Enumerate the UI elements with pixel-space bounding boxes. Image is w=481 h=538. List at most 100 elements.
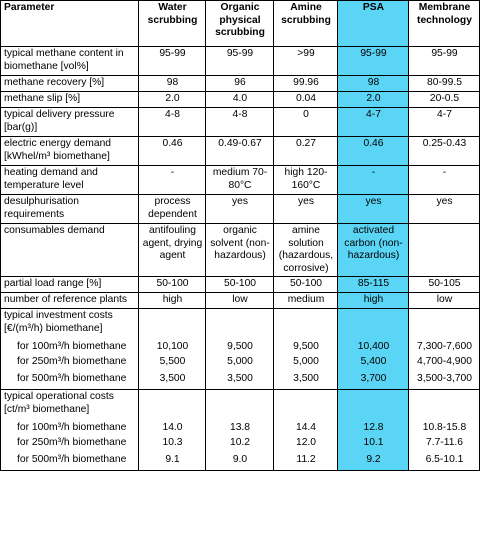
row-label: typical methane content in biomethane [v… [0,46,139,76]
row-label: electric energy demand [kWhel/m³ biometh… [0,136,139,166]
cell-water: high [138,292,206,309]
cell-water: 98 [138,75,206,92]
row-label: for 500m³/h biomethane [0,453,139,471]
cell-organic: 50-100 [205,276,274,293]
cell-psa: 9.2 [337,453,409,471]
cell-membrane: low [408,292,480,309]
row-electric-energy-demand: electric energy demand [kWhel/m³ biometh… [0,136,480,166]
section-label: typical investment costs [€/(m³/h) biome… [0,308,139,337]
row-label: for 250m³/h biomethane [0,436,139,453]
row-methane-slip: methane slip [%] 2.0 4.0 0.04 2.0 20-0.5 [0,91,480,108]
cell-psa: - [337,165,409,195]
cell-organic: 3,500 [205,372,274,390]
cell-water: 2.0 [138,91,206,108]
cell-membrane: 95-99 [408,46,480,76]
row-operational-100: for 100m³/h biomethane 14.0 13.8 14.4 12… [0,418,480,436]
cell-psa: 98 [337,75,409,92]
cell-organic: low [205,292,274,309]
row-label: methane slip [%] [0,91,139,108]
cell-membrane: - [408,165,480,195]
row-operational-250: for 250m³/h biomethane 10.3 10.2 12.0 10… [0,436,480,453]
header-water-scrubbing: Water scrubbing [138,0,206,47]
cell-amine: >99 [273,46,338,76]
cell-water: antifouling agent, drying agent [138,223,206,277]
cell-organic: 96 [205,75,274,92]
section-operational-costs: typical operational costs [ct/m³ biometh… [0,389,480,418]
upgrading-technology-comparison-table: Parameter Water scrubbing Organic physic… [0,0,480,471]
cell-water [138,308,206,337]
cell-psa: 5,400 [337,355,409,372]
cell-organic: 4.0 [205,91,274,108]
cell-amine: high 120-160°C [273,165,338,195]
cell-water: 10,100 [138,337,206,355]
cell-membrane: 20-0.5 [408,91,480,108]
cell-membrane: 10.8-15.8 [408,418,480,436]
row-label: number of reference plants [0,292,139,309]
cell-amine: 0.27 [273,136,338,166]
row-investment-100: for 100m³/h biomethane 10,100 9,500 9,50… [0,337,480,355]
row-operational-500: for 500m³/h biomethane 9.1 9.0 11.2 9.2 … [0,453,480,471]
cell-water: 95-99 [138,46,206,76]
row-label: for 500m³/h biomethane [0,372,139,390]
row-consumables-demand: consumables demand antifouling agent, dr… [0,223,480,277]
cell-membrane: 7,300-7,600 [408,337,480,355]
cell-organic [205,308,274,337]
cell-amine: 0 [273,107,338,137]
cell-organic: 10.2 [205,436,274,453]
cell-amine: 50-100 [273,276,338,293]
cell-amine: 11.2 [273,453,338,471]
cell-water: 0.46 [138,136,206,166]
header-amine-scrubbing: Amine scrubbing [273,0,338,47]
cell-membrane [408,389,480,418]
cell-psa: activated carbon (non-hazardous) [337,223,409,277]
cell-organic: organic solvent (non-hazardous) [205,223,274,277]
header-row: Parameter Water scrubbing Organic physic… [0,0,480,47]
row-investment-500: for 500m³/h biomethane 3,500 3,500 3,500… [0,372,480,390]
row-methane-content: typical methane content in biomethane [v… [0,46,480,76]
cell-organic [205,389,274,418]
cell-water: 5,500 [138,355,206,372]
cell-water: 10.3 [138,436,206,453]
header-parameter: Parameter [0,0,139,47]
row-label: for 100m³/h biomethane [0,337,139,355]
row-label: for 100m³/h biomethane [0,418,139,436]
cell-water: process dependent [138,194,206,224]
row-partial-load-range: partial load range [%] 50-100 50-100 50-… [0,276,480,293]
cell-psa: 4-7 [337,107,409,137]
section-investment-costs: typical investment costs [€/(m³/h) biome… [0,308,480,337]
cell-organic: 13.8 [205,418,274,436]
row-label: desulphurisation requirements [0,194,139,224]
cell-amine: 14.4 [273,418,338,436]
cell-membrane: 80-99.5 [408,75,480,92]
cell-organic: 5,000 [205,355,274,372]
cell-amine: medium [273,292,338,309]
cell-water: - [138,165,206,195]
cell-amine: 12.0 [273,436,338,453]
cell-water: 3,500 [138,372,206,390]
cell-water: 50-100 [138,276,206,293]
cell-psa: 3,700 [337,372,409,390]
header-psa: PSA [337,0,409,47]
cell-membrane: 7.7-11.6 [408,436,480,453]
cell-organic: 4-8 [205,107,274,137]
cell-psa: 95-99 [337,46,409,76]
section-label: typical operational costs [ct/m³ biometh… [0,389,139,418]
cell-amine: 99.96 [273,75,338,92]
cell-amine: 0.04 [273,91,338,108]
cell-water: 9.1 [138,453,206,471]
cell-amine: yes [273,194,338,224]
row-label: consumables demand [0,223,139,277]
cell-organic: 0.49-0.67 [205,136,274,166]
cell-membrane: 4,700-4,900 [408,355,480,372]
cell-membrane: 6.5-10.1 [408,453,480,471]
cell-psa: high [337,292,409,309]
row-reference-plants: number of reference plants high low medi… [0,292,480,309]
cell-psa: 0.46 [337,136,409,166]
cell-water: 4-8 [138,107,206,137]
cell-amine: 5,000 [273,355,338,372]
cell-membrane: yes [408,194,480,224]
header-membrane-technology: Membrane technology [408,0,480,47]
cell-membrane: 50-105 [408,276,480,293]
cell-water [138,389,206,418]
cell-psa: 12.8 [337,418,409,436]
